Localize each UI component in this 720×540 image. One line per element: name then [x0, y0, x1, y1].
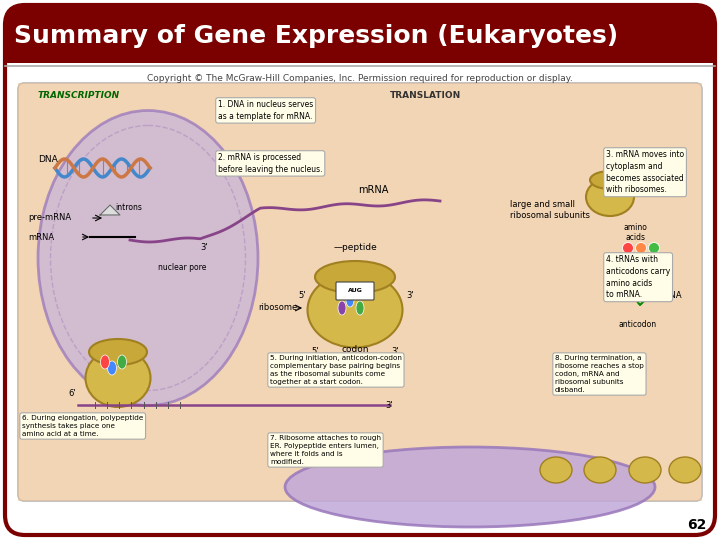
Ellipse shape: [285, 447, 655, 527]
Ellipse shape: [315, 261, 395, 293]
Ellipse shape: [629, 457, 661, 483]
Text: codon: codon: [341, 345, 369, 354]
Ellipse shape: [584, 457, 616, 483]
Text: mRNA: mRNA: [358, 185, 388, 195]
Ellipse shape: [101, 355, 109, 369]
Text: 5': 5': [298, 291, 306, 300]
Text: nuclear pore: nuclear pore: [158, 263, 206, 272]
Text: Copyright © The McGraw-Hill Companies, Inc. Permission required for reproduction: Copyright © The McGraw-Hill Companies, I…: [147, 74, 573, 83]
Text: ribosome: ribosome: [258, 303, 297, 313]
Text: —tRNA: —tRNA: [653, 291, 683, 300]
Text: 3': 3': [200, 242, 207, 252]
Text: 3': 3': [385, 401, 392, 409]
Text: 6. During elongation, polypeptide
synthesis takes place one
amino acid at a time: 6. During elongation, polypeptide synthe…: [22, 415, 143, 437]
Circle shape: [623, 242, 634, 253]
Text: 6': 6': [595, 201, 603, 211]
Ellipse shape: [356, 301, 364, 315]
Text: mRNA: mRNA: [28, 233, 54, 241]
Ellipse shape: [590, 171, 630, 189]
Bar: [5, 35, 715, 63]
Circle shape: [649, 242, 660, 253]
Text: 3': 3': [406, 291, 414, 300]
Ellipse shape: [307, 273, 402, 348]
Text: AUG: AUG: [348, 288, 362, 294]
FancyBboxPatch shape: [336, 282, 374, 300]
Ellipse shape: [540, 457, 572, 483]
FancyBboxPatch shape: [5, 5, 715, 535]
Text: amino
acids: amino acids: [623, 222, 647, 242]
Text: 3': 3': [391, 348, 399, 356]
Ellipse shape: [117, 355, 127, 369]
Circle shape: [636, 255, 647, 267]
Text: introns: introns: [115, 204, 142, 213]
Text: 5': 5': [311, 348, 319, 356]
Text: DNA: DNA: [38, 156, 58, 165]
Text: pre-mRNA: pre-mRNA: [28, 213, 71, 222]
Text: 4. tRNAs with
anticodons carry
amino acids
to mRNA.: 4. tRNAs with anticodons carry amino aci…: [606, 255, 670, 299]
FancyBboxPatch shape: [18, 83, 702, 501]
Text: Summary of Gene Expression (Eukaryotes): Summary of Gene Expression (Eukaryotes): [14, 24, 618, 48]
Text: —peptide: —peptide: [333, 244, 377, 253]
Text: large and small
ribosomal subunits: large and small ribosomal subunits: [510, 200, 590, 220]
Text: 62: 62: [687, 518, 706, 532]
Text: 7. Ribosome attaches to rough
ER. Polypeptide enters lumen,
where it folds and i: 7. Ribosome attaches to rough ER. Polype…: [270, 435, 381, 465]
Ellipse shape: [89, 339, 147, 365]
Bar: [18, 83, 702, 501]
Circle shape: [649, 255, 660, 267]
Text: anticodon: anticodon: [619, 320, 657, 329]
Ellipse shape: [346, 293, 354, 307]
Circle shape: [636, 242, 647, 253]
Polygon shape: [100, 205, 120, 215]
Text: 6': 6': [68, 388, 76, 397]
Ellipse shape: [669, 457, 701, 483]
Ellipse shape: [107, 361, 117, 375]
Text: 2. mRNA is processed
before leaving the nucleus.: 2. mRNA is processed before leaving the …: [218, 153, 323, 174]
Text: 1. DNA in nucleus serves
as a template for mRNA.: 1. DNA in nucleus serves as a template f…: [218, 100, 313, 121]
Ellipse shape: [86, 349, 150, 407]
Ellipse shape: [338, 301, 346, 315]
FancyBboxPatch shape: [5, 5, 715, 63]
Text: 8. During termination, a
ribosome reaches a stop
codon, mRNA and
ribosomal subun: 8. During termination, a ribosome reache…: [555, 355, 644, 393]
Text: TRANSLATION: TRANSLATION: [390, 91, 462, 100]
Text: TRANSCRIPTION: TRANSCRIPTION: [38, 91, 120, 100]
Ellipse shape: [38, 111, 258, 406]
Text: 5. During initiation, anticodon-codon
complementary base pairing begins
as the r: 5. During initiation, anticodon-codon co…: [270, 355, 402, 385]
Text: 3. mRNA moves into
cytoplasm and
becomes associated
with ribosomes.: 3. mRNA moves into cytoplasm and becomes…: [606, 150, 684, 194]
Ellipse shape: [586, 178, 634, 216]
Circle shape: [623, 255, 634, 267]
